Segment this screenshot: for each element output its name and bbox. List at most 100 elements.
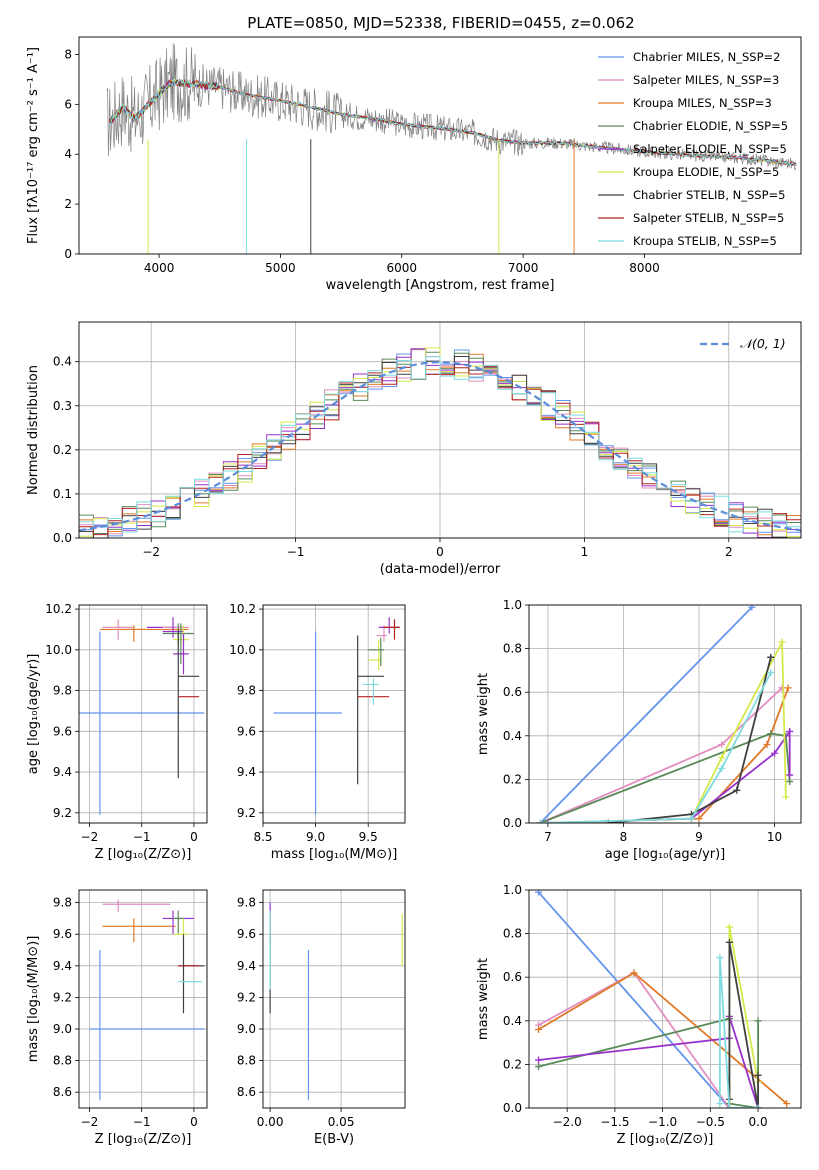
- point-marker: [754, 1017, 762, 1025]
- point-marker: [763, 741, 771, 749]
- axes-frame: [78, 604, 208, 824]
- weight-line: [539, 732, 791, 823]
- legend-entry: Kroupa STELIB, N_SSP=5: [633, 234, 777, 248]
- legend-entry: Kroupa ELODIE, N_SSP=5: [633, 165, 779, 179]
- weight-line: [719, 957, 759, 1108]
- y-tick-label: 0.2: [503, 1057, 522, 1071]
- x-tick-label: 0: [190, 1115, 198, 1129]
- legend-entry: Salpeter ELODIE, N_SSP=5: [633, 142, 787, 156]
- weight-line: [728, 942, 759, 1108]
- x-tick-label: 4000: [144, 261, 175, 275]
- x-tick-label: 2: [725, 545, 733, 559]
- x-tick-label: −1: [287, 545, 305, 559]
- x-tick-label: −2.0: [553, 1115, 582, 1129]
- panel-mass_vs_ebv: 0.00 0.05 8.6 8.8 9.0 9.2 9.4 9.6 9.8 E(B-V): [237, 889, 406, 1147]
- y-tick-label: 9.8: [53, 684, 72, 698]
- point-marker: [771, 749, 779, 757]
- y-tick-label: 10.0: [45, 643, 72, 657]
- plot-area: [106, 43, 797, 254]
- point-marker: [535, 1056, 543, 1064]
- y-tick-label: 10.0: [229, 643, 256, 657]
- point-marker: [748, 605, 756, 611]
- x-tick-label: −2: [81, 830, 99, 844]
- y-tick-label: 9.6: [237, 927, 256, 941]
- x-tick-label: −2: [142, 545, 160, 559]
- x-tick-label: −0.5: [696, 1115, 725, 1129]
- point-marker: [767, 653, 775, 661]
- plot-area: [535, 890, 791, 1108]
- point-marker: [725, 938, 733, 946]
- plot-area: [79, 617, 205, 815]
- y-tick-label: 9.4: [53, 765, 72, 779]
- y-tick-label: 0.2: [503, 772, 522, 786]
- x-axis-label: Z [log₁₀(Z/Z⊙)]: [95, 847, 192, 862]
- y-tick-label: 0: [64, 247, 72, 261]
- x-axis-label: wavelength [Angstrom, rest frame]: [326, 278, 555, 293]
- y-axis-label: mass weight: [476, 673, 491, 755]
- x-tick-label: −1.0: [648, 1115, 677, 1129]
- x-tick-label: −1: [133, 1115, 151, 1129]
- weight-line: [539, 606, 753, 823]
- y-axis-label: mass weight: [476, 958, 491, 1040]
- y-axis-label: Flux [fλ10⁻¹⁷ erg cm⁻² s⁻¹ A⁻¹]: [26, 47, 41, 244]
- y-tick-label: 8.8: [53, 1054, 72, 1068]
- y-tick-label: 9.0: [53, 1022, 72, 1036]
- x-tick-label: 10: [767, 830, 782, 844]
- point-marker: [786, 727, 794, 735]
- x-tick-label: 0.00: [257, 1115, 284, 1129]
- point-marker: [536, 819, 544, 823]
- y-tick-label: 9.2: [53, 990, 72, 1004]
- panel-weight_vs_age: 7 8 9 10 0.0 0.2 0.4 0.6 0.8 1.0 age [log₁₀(age/yr…: [476, 598, 802, 862]
- legend-entry: 𝒩(0, 1): [740, 336, 786, 351]
- x-tick-label: 7: [544, 830, 552, 844]
- model-spectrum-line: [108, 78, 797, 166]
- point-marker: [718, 765, 726, 772]
- point-marker: [767, 669, 775, 677]
- x-tick-label: 6000: [387, 261, 418, 275]
- weight-line: [540, 672, 772, 823]
- point-marker: [725, 1104, 733, 1108]
- point-marker: [535, 1063, 543, 1071]
- panel-age_vs_mass: 8.5 9.0 9.5 9.2 9.4 9.6 9.8 10.0 10.2 mass [log₁₀…: [229, 602, 406, 862]
- panel-residuals: −2 −1 0 1 2 0.0 0.1 0.2 0.3 0.4 (data-model)/error…: [26, 321, 802, 577]
- x-tick-label: 0.0: [749, 1115, 768, 1129]
- panel-weight_vs_Z: −2.0 −1.5 −1.0 −0.5 0.0 0.0 0.2 0.4 0.6 0.8 1.0 Z […: [476, 883, 802, 1147]
- x-tick-label: 9: [695, 830, 703, 844]
- x-tick-label: −2: [81, 1115, 99, 1129]
- y-tick-label: 9.6: [53, 927, 72, 941]
- point-marker: [786, 778, 794, 786]
- y-tick-label: 9.0: [237, 1022, 256, 1036]
- y-tick-label: 0.6: [503, 970, 522, 984]
- weight-line: [537, 891, 759, 1108]
- y-tick-label: 0.6: [503, 685, 522, 699]
- weight-line: [540, 638, 787, 823]
- y-tick-label: 9.8: [53, 896, 72, 910]
- y-tick-label: 9.4: [237, 959, 256, 973]
- legend-entry: Chabrier ELODIE, N_SSP=5: [633, 119, 788, 133]
- x-axis-label: (data-model)/error: [380, 562, 501, 577]
- x-tick-label: 8: [620, 830, 628, 844]
- point-marker: [733, 786, 741, 794]
- y-tick-label: 4: [64, 147, 72, 161]
- x-tick-label: 9.5: [359, 830, 378, 844]
- axes-frame: [528, 604, 802, 824]
- x-tick-label: 0: [436, 545, 444, 559]
- y-tick-label: 9.4: [237, 765, 256, 779]
- weight-line: [540, 687, 790, 823]
- x-axis-label: mass [log₁₀(M/M⊙)]: [271, 847, 398, 862]
- point-marker: [687, 815, 695, 823]
- axes-frame: [528, 889, 802, 1109]
- y-tick-label: 0.8: [503, 927, 522, 941]
- legend-entry: Salpeter STELIB, N_SSP=5: [633, 211, 784, 225]
- axes-frame: [78, 321, 802, 539]
- y-tick-label: 0.4: [503, 1014, 522, 1028]
- point-marker: [535, 1026, 543, 1034]
- x-tick-label: −1.5: [600, 1115, 629, 1129]
- y-tick-label: 0.0: [53, 531, 72, 545]
- y-tick-label: 9.4: [53, 959, 72, 973]
- x-tick-label: 1: [581, 545, 589, 559]
- y-tick-label: 9.2: [237, 990, 256, 1004]
- y-tick-label: 8: [64, 47, 72, 61]
- x-tick-label: 9.0: [306, 830, 325, 844]
- panel-age_vs_Z: −2 −1 0 9.2 9.4 9.6 9.8 10.0 10.2 Z [log₁₀(Z/Z⊙)]…: [26, 602, 208, 862]
